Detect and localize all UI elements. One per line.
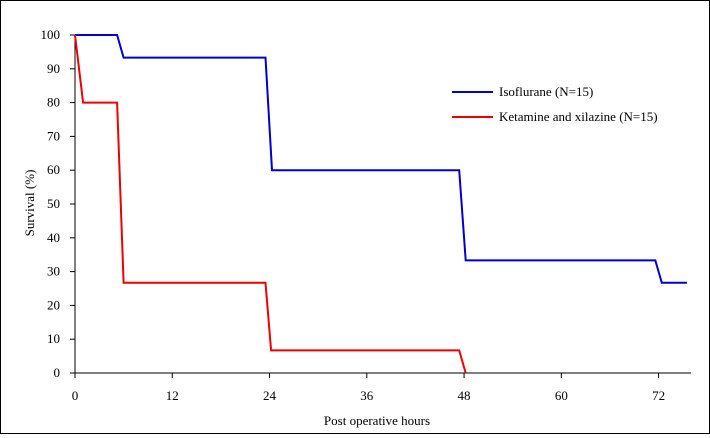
- y-tick-label: 70: [47, 128, 60, 143]
- x-tick-label: 60: [555, 388, 568, 403]
- y-tick-label: 90: [47, 61, 60, 76]
- x-tick-label: 72: [652, 388, 665, 403]
- x-tick-label: 48: [458, 388, 471, 403]
- y-axis-title: Survival (%): [22, 170, 37, 237]
- legend-label: Isoflurane (N=15): [499, 84, 593, 99]
- series-line-ketamine-xilazine: [74, 34, 467, 374]
- x-tick-label: 24: [263, 388, 277, 403]
- y-tick-label: 80: [47, 95, 60, 110]
- y-tick-label: 100: [41, 27, 61, 42]
- y-tick-label: 60: [47, 162, 60, 177]
- series-layer: [74, 34, 687, 374]
- y-tick-label: 20: [47, 297, 60, 312]
- legend-label: Ketamine and xilazine (N=15): [499, 109, 658, 124]
- y-tick-label: 0: [54, 365, 61, 380]
- y-axis-ticks: 0 10 20 30 40 50 60 70 80 90 100: [41, 27, 75, 380]
- x-axis-ticks: 0 12 24 36 48 60 72: [72, 373, 665, 403]
- y-tick-label: 30: [47, 264, 60, 279]
- legend: Isoflurane (N=15) Ketamine and xilazine (…: [452, 84, 658, 124]
- y-tick-label: 10: [47, 331, 60, 346]
- x-tick-label: 0: [72, 388, 79, 403]
- x-tick-label: 36: [360, 388, 374, 403]
- axes: [74, 35, 691, 374]
- y-tick-label: 40: [47, 230, 60, 245]
- x-tick-label: 12: [166, 388, 179, 403]
- series-line-isoflurane: [75, 34, 687, 284]
- y-tick-label: 50: [47, 196, 60, 211]
- x-axis-title: Post operative hours: [324, 413, 430, 428]
